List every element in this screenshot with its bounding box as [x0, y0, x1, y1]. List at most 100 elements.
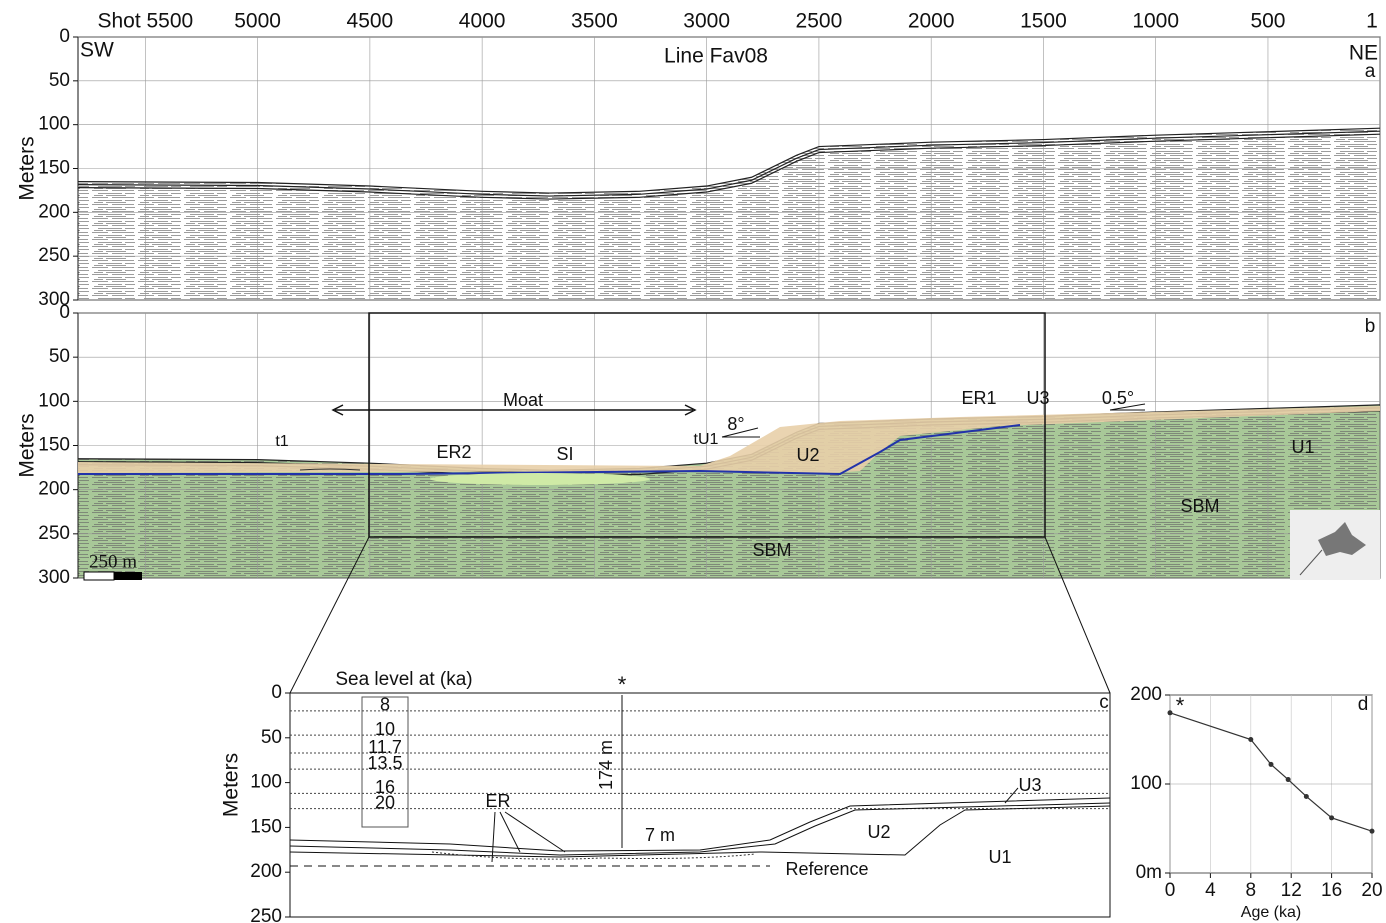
side-label: SW: [80, 39, 114, 62]
y-tick-label: 50: [49, 346, 70, 367]
x-tick-label: 4: [1205, 880, 1216, 901]
seismic-texture: [78, 128, 1380, 300]
annotation: U3: [1018, 775, 1041, 795]
legend-title: Sea level at (ka): [335, 669, 472, 690]
y-tick-label: 200: [1130, 684, 1162, 705]
lens: [431, 851, 756, 860]
annotation: U3: [1026, 388, 1049, 408]
annotation: ER: [485, 791, 510, 811]
panel-label: c: [1099, 692, 1109, 713]
seismic-texture: [78, 404, 1380, 578]
annotation: U2: [796, 445, 819, 465]
y-tick-label: 200: [38, 201, 70, 222]
zoom-box: [368, 312, 1046, 538]
x-tick-label: 2000: [908, 10, 955, 33]
x-tick-label: 8: [1246, 880, 1257, 901]
fills: [78, 128, 1380, 578]
inset-shape: [1318, 522, 1366, 556]
x-tick-label: 12: [1281, 880, 1302, 901]
scale-bar: [114, 572, 142, 580]
panel-label: a: [1365, 61, 1376, 82]
panel-label: d: [1358, 694, 1369, 715]
data-point: [1329, 815, 1335, 821]
y-tick-label: 300: [38, 289, 70, 310]
arrow-head: [331, 404, 697, 416]
y-axis-label: Meters: [16, 136, 39, 200]
panel-label: b: [1365, 316, 1376, 337]
y-tick-label: 250: [250, 906, 282, 923]
y-tick-label: 0: [59, 26, 70, 47]
leader: [299, 468, 361, 471]
y-tick-label: 0m: [1136, 862, 1162, 883]
callout: [289, 536, 370, 694]
surface: [289, 797, 1111, 852]
x-tick-label: 5000: [234, 10, 281, 33]
annotation: 0.5°: [1102, 388, 1134, 408]
x-tick-label: 2500: [796, 10, 843, 33]
surface: [289, 805, 1111, 858]
panel-frame: [289, 692, 1111, 918]
data-point: [1285, 777, 1291, 783]
y-tick-label: 150: [38, 435, 70, 456]
y-tick-label: 100: [250, 772, 282, 793]
annotation: U1: [1291, 437, 1314, 457]
annotation: t1: [275, 433, 288, 450]
annotation: ER2: [436, 442, 471, 462]
x-tick-label: 4500: [347, 10, 394, 33]
y-tick-label: 100: [38, 390, 70, 411]
x-tick-label: 500: [1250, 10, 1285, 33]
y-tick-label: 250: [38, 523, 70, 544]
seafloor-line: [77, 130, 1381, 197]
annotation: U1: [988, 847, 1011, 867]
y-tick-label: 150: [38, 158, 70, 179]
y-tick-label: 250: [38, 245, 70, 266]
si-lens: [430, 473, 650, 485]
annotation: 174 m: [596, 740, 616, 790]
sea-level-label: 11.7: [368, 737, 402, 757]
data-point: [1369, 828, 1375, 834]
x-tick-label: 1500: [1020, 10, 1067, 33]
scale-bar: [83, 571, 115, 581]
annotation: 7 m: [645, 825, 675, 845]
leader: [491, 787, 1019, 863]
y-tick-label: 50: [49, 70, 70, 91]
x-tick-label: 1000: [1132, 10, 1179, 33]
annotation: U2: [867, 822, 890, 842]
y-tick-label: 0: [271, 682, 282, 703]
y-tick-label: 300: [38, 567, 70, 588]
seafloor-line: [77, 133, 1381, 200]
x-tick-label: 16: [1321, 880, 1342, 901]
annotation: SI: [556, 444, 573, 464]
sea-level-label: 13.5: [367, 753, 402, 773]
scale-label: 250 m: [89, 551, 137, 572]
x-tick-label: 0: [1165, 880, 1176, 901]
x-tick-label: 20: [1361, 880, 1382, 901]
data-point: [1303, 793, 1309, 799]
y-axis-label: Meters: [220, 753, 243, 817]
seafloor-line: [77, 127, 1381, 194]
annotation: SBM: [1180, 496, 1219, 516]
annotation: Moat: [503, 390, 543, 410]
y-tick-label: 200: [250, 861, 282, 882]
y-tick-label: 100: [38, 114, 70, 135]
base-line: [78, 424, 1021, 476]
angle-mark: [721, 403, 1146, 438]
annotation: Reference: [785, 859, 868, 879]
side-label: NE: [1349, 42, 1378, 65]
x-tick-label: 1: [1366, 10, 1378, 33]
marker-label: *: [1176, 693, 1185, 718]
x-tick-label: 3500: [571, 10, 618, 33]
data-point: [1268, 761, 1274, 767]
sea-level-label: 16: [375, 777, 395, 797]
data-line: [1169, 712, 1373, 832]
annotation: SBM: [752, 540, 791, 560]
sea-level-label: 8: [380, 695, 390, 715]
chart-title: Line Fav08: [664, 45, 768, 68]
legend-box: [361, 696, 409, 828]
y-tick-label: 200: [38, 479, 70, 500]
sea-level-label: 20: [375, 792, 395, 812]
y-tick-label: 150: [250, 816, 282, 837]
x-axis-label: Age (ka): [1241, 904, 1301, 921]
x-tick-label: 4000: [459, 10, 506, 33]
